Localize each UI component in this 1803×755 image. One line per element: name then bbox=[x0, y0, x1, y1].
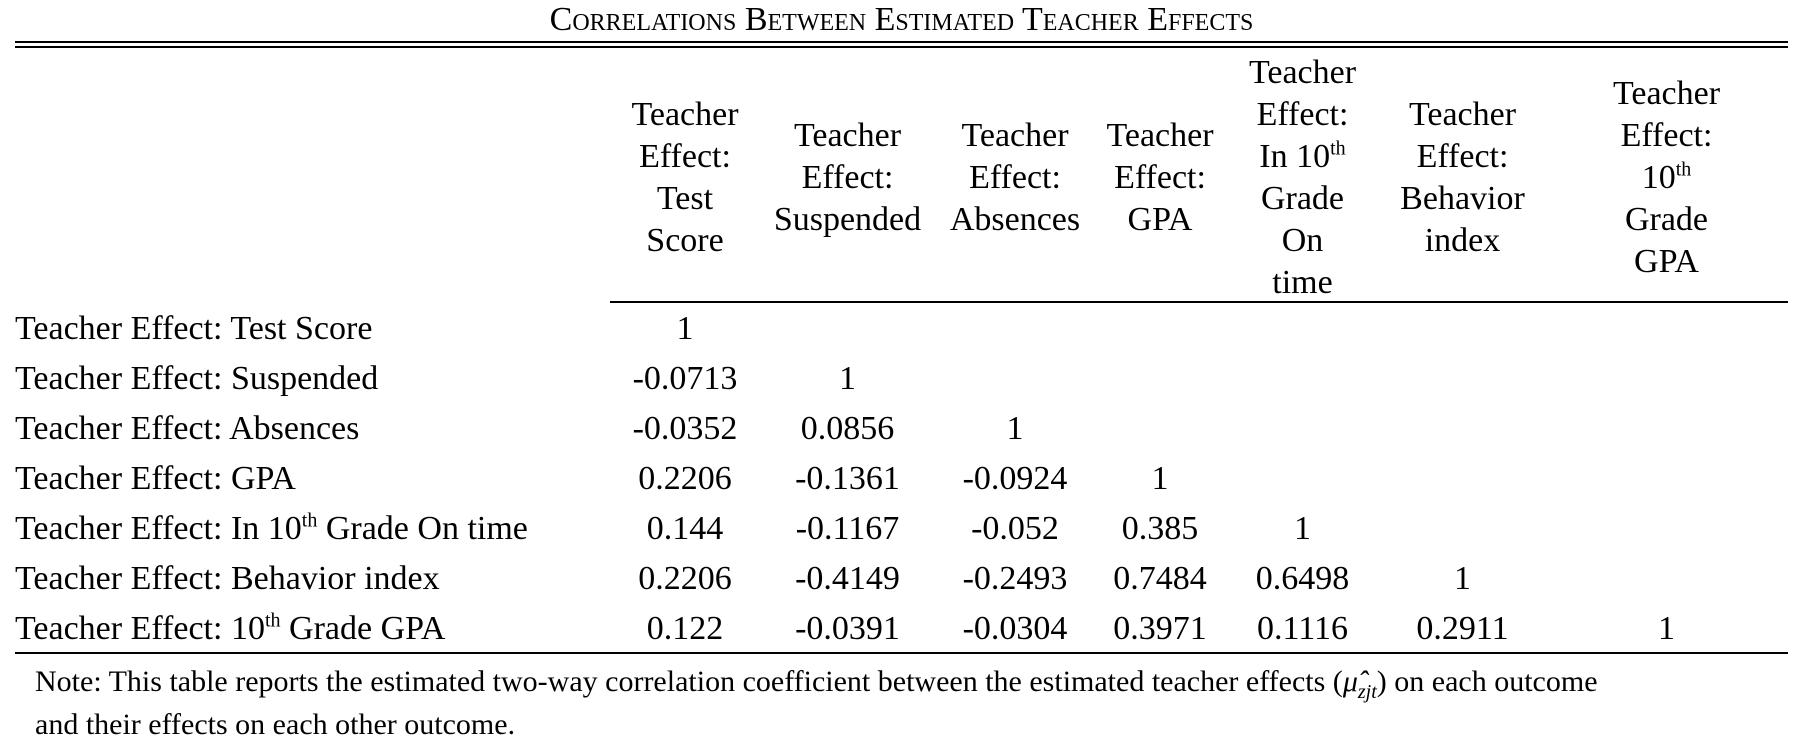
note-text: Note: This table reports the estimated t… bbox=[35, 665, 1343, 698]
col-header-line: On bbox=[1281, 222, 1324, 259]
table-row: Teacher Effect: 10th Grade GPA 0.122 -0.… bbox=[15, 604, 1788, 654]
row-label: Teacher Effect: Suspended bbox=[15, 360, 379, 397]
row-label-text: Teacher Effect: 10 bbox=[15, 610, 265, 647]
col-header-line: Teacher bbox=[1106, 117, 1214, 154]
col-header-line: 10 bbox=[1641, 159, 1676, 196]
table-cell: -0.0924 bbox=[962, 460, 1068, 497]
row-label: Teacher Effect: GPA bbox=[15, 460, 296, 497]
top-rule-1 bbox=[15, 41, 1788, 43]
header-blank bbox=[15, 52, 610, 304]
col-header-absences: Teacher Effect: Absences bbox=[935, 52, 1095, 304]
table-cell: 0.2911 bbox=[1416, 610, 1509, 647]
col-header-suspended: Teacher Effect: Suspended bbox=[760, 52, 935, 304]
col-header-line: Effect: bbox=[1256, 96, 1349, 133]
table-row: Teacher Effect: Test Score 1 bbox=[15, 304, 1788, 354]
table-cell: -0.1167 bbox=[795, 510, 900, 547]
col-header-in-10th-grade-on-time: Teacher Effect: In 10th Grade On time bbox=[1225, 52, 1380, 304]
col-header-line: Teacher bbox=[1612, 75, 1721, 112]
row-label: Teacher Effect: In 10th Grade On time bbox=[15, 504, 610, 554]
superscript: th bbox=[264, 609, 281, 632]
table-cell: 0.6498 bbox=[1255, 560, 1350, 597]
col-header-line: Grade bbox=[1624, 201, 1709, 238]
superscript: th bbox=[301, 509, 318, 532]
col-header-line: Teacher bbox=[961, 117, 1069, 154]
table-cell: 0.7484 bbox=[1113, 560, 1207, 597]
col-header-line: Teacher bbox=[1248, 54, 1357, 91]
row-label-text: Grade GPA bbox=[280, 610, 446, 647]
table-cell: 1 bbox=[1658, 610, 1675, 647]
table-cell: -0.2493 bbox=[962, 560, 1068, 597]
table-cell: 1 bbox=[1151, 460, 1169, 497]
superscript: th bbox=[1675, 158, 1692, 181]
row-label: Teacher Effect: Absences bbox=[15, 410, 360, 447]
table-cell: -0.4149 bbox=[795, 560, 900, 597]
col-header-test-score: Teacher Effect: Test Score bbox=[610, 52, 760, 304]
col-header-line: Effect: bbox=[1620, 117, 1713, 154]
table-note: Note: This table reports the estimated t… bbox=[35, 660, 1785, 746]
col-header-line: Absences bbox=[949, 201, 1081, 238]
col-header-behavior-index: Teacher Effect: Behavior index bbox=[1380, 52, 1545, 304]
table-cell: -0.052 bbox=[971, 510, 1059, 547]
col-header-line: Effect: bbox=[1416, 138, 1509, 175]
table-cell: -0.0304 bbox=[962, 610, 1068, 647]
col-header-10th-grade-gpa: Teacher Effect: 10th Grade GPA bbox=[1545, 52, 1788, 304]
table-title: Correlations Between Estimated Teacher E… bbox=[549, 1, 1254, 38]
col-header-line: GPA bbox=[1634, 243, 1699, 280]
table-row: Teacher Effect: In 10th Grade On time 0.… bbox=[15, 504, 1788, 554]
row-label: Teacher Effect: Behavior index bbox=[15, 560, 440, 597]
col-header-line: Effect: bbox=[1114, 159, 1206, 196]
table-cell: 0.0856 bbox=[800, 410, 895, 447]
col-header-line: Effect: bbox=[639, 138, 731, 175]
col-header-line: Test bbox=[656, 180, 714, 217]
superscript: th bbox=[1330, 137, 1346, 160]
table-cell: 0.2206 bbox=[638, 560, 732, 597]
table-cell: 0.144 bbox=[646, 510, 724, 547]
col-header-line: Behavior bbox=[1400, 180, 1525, 217]
mu-subscript: zjt bbox=[1357, 681, 1377, 703]
table-cell: 0.3971 bbox=[1113, 610, 1207, 647]
col-header-gpa: Teacher Effect: GPA bbox=[1095, 52, 1225, 304]
correlation-table: Teacher Effect: Test Score Teacher Effec… bbox=[15, 52, 1788, 654]
table-row: Teacher Effect: Absences -0.0352 0.0856 … bbox=[15, 404, 1788, 454]
table-cell: 0.1116 bbox=[1257, 610, 1348, 647]
table-cell: 0.2206 bbox=[638, 460, 732, 497]
table-cell: 1 bbox=[1454, 560, 1471, 597]
bottom-rule bbox=[15, 652, 1788, 654]
col-header-line: Effect: bbox=[969, 159, 1061, 196]
col-header-line: Teacher bbox=[793, 117, 902, 154]
table-cell: 1 bbox=[1294, 510, 1311, 547]
note-text: and their effects on each other outcome. bbox=[35, 708, 516, 741]
table-cell: -0.1361 bbox=[795, 460, 900, 497]
col-header-line: Grade bbox=[1260, 180, 1345, 217]
table-row: Teacher Effect: Behavior index 0.2206 -0… bbox=[15, 554, 1788, 604]
col-header-line: GPA bbox=[1127, 201, 1193, 238]
table-cell: 1 bbox=[1006, 410, 1024, 447]
table-cell: 1 bbox=[839, 360, 856, 397]
table-row: Teacher Effect: GPA 0.2206 -0.1361 -0.09… bbox=[15, 454, 1788, 504]
row-label-text: Grade On time bbox=[317, 510, 528, 547]
table-cell: -0.0391 bbox=[795, 610, 900, 647]
col-header-line: Score bbox=[646, 222, 724, 259]
table-row: Teacher Effect: Suspended -0.0713 1 bbox=[15, 354, 1788, 404]
col-header-line: Suspended bbox=[773, 201, 922, 238]
header-rule bbox=[610, 301, 1788, 303]
table-cell: -0.0352 bbox=[632, 410, 738, 447]
col-header-line: Teacher bbox=[631, 96, 739, 133]
table-cell: 0.385 bbox=[1121, 510, 1199, 547]
col-header-line: Effect: bbox=[801, 159, 894, 196]
table-cell: 1 bbox=[676, 310, 694, 347]
note-text: ) on each outcome bbox=[1376, 665, 1598, 698]
col-header-line: index bbox=[1424, 222, 1501, 259]
row-label: Teacher Effect: 10th Grade GPA bbox=[15, 604, 610, 654]
header-row: Teacher Effect: Test Score Teacher Effec… bbox=[15, 52, 1788, 304]
top-rule-2 bbox=[15, 46, 1788, 48]
col-header-line: time bbox=[1272, 264, 1333, 301]
col-header-line: In 10 bbox=[1259, 138, 1331, 175]
table-cell: 0.122 bbox=[646, 610, 724, 647]
row-label-text: Teacher Effect: In 10 bbox=[15, 510, 302, 547]
mu-hat-symbol: μ̂ bbox=[1342, 665, 1358, 698]
col-header-line: Teacher bbox=[1408, 96, 1517, 133]
row-label: Teacher Effect: Test Score bbox=[15, 310, 373, 347]
table-cell: -0.0713 bbox=[632, 360, 738, 397]
